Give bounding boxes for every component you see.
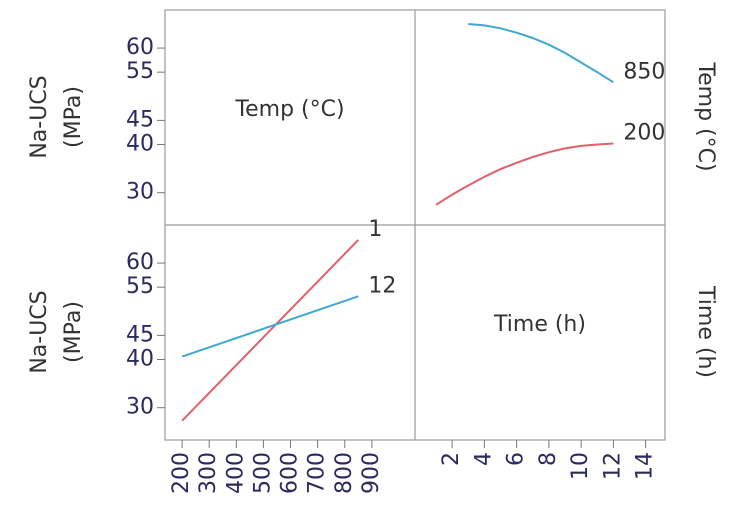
x-tick-label: 700 bbox=[305, 452, 330, 494]
series-label: 850 bbox=[623, 59, 665, 84]
series-line bbox=[181, 239, 360, 422]
y-tick-label: 55 bbox=[126, 59, 154, 84]
y-tick-label: 30 bbox=[126, 395, 154, 420]
diagonal-label: Time (h) bbox=[493, 312, 586, 337]
y-tick-label: 40 bbox=[126, 131, 154, 156]
y-tick-label: 45 bbox=[126, 107, 154, 132]
row-label: Temp (°C) bbox=[693, 61, 718, 171]
y-tick-label: 40 bbox=[126, 346, 154, 371]
x-tick-label: 8 bbox=[536, 452, 561, 466]
x-tick-label: 10 bbox=[568, 452, 593, 480]
series-label: 200 bbox=[623, 121, 665, 146]
series-label: 12 bbox=[368, 273, 396, 298]
y-label: (MPa) bbox=[61, 301, 86, 363]
x-tick-label: 300 bbox=[196, 452, 221, 494]
series-line bbox=[181, 295, 359, 358]
y-tick-label: 60 bbox=[126, 250, 154, 275]
y-label: (MPa) bbox=[61, 86, 86, 148]
x-tick-label: 6 bbox=[504, 452, 529, 466]
y-tick-label: 30 bbox=[126, 180, 154, 205]
series-label: 1 bbox=[368, 217, 382, 242]
x-tick-label: 200 bbox=[169, 452, 194, 494]
diagonal-label: Temp (°C) bbox=[234, 97, 344, 122]
x-tick-label: 14 bbox=[633, 452, 658, 480]
x-tick-label: 12 bbox=[600, 452, 625, 480]
y-tick-label: 45 bbox=[126, 322, 154, 347]
x-tick-label: 2 bbox=[439, 452, 464, 466]
x-tick-label: 4 bbox=[471, 452, 496, 466]
y-tick-label: 60 bbox=[126, 35, 154, 60]
y-label: Na-UCS bbox=[27, 75, 52, 158]
series-line bbox=[435, 142, 614, 206]
x-tick-label: 800 bbox=[332, 452, 357, 494]
x-tick-label: 500 bbox=[250, 452, 275, 494]
x-tick-label: 400 bbox=[223, 452, 248, 494]
row-label: Time (h) bbox=[693, 285, 718, 378]
series-line bbox=[468, 23, 614, 84]
y-tick-label: 55 bbox=[126, 274, 154, 299]
x-tick-label: 600 bbox=[278, 452, 303, 494]
y-label: Na-UCS bbox=[27, 290, 52, 373]
x-tick-label: 900 bbox=[359, 452, 384, 494]
